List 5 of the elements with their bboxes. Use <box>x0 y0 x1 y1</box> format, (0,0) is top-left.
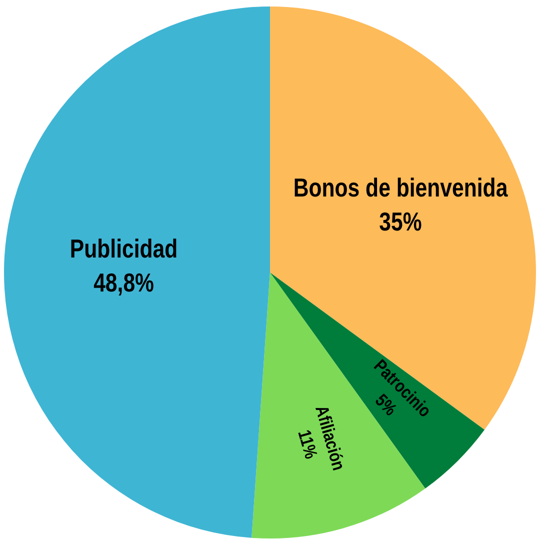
slice-label: Publicidad <box>70 234 178 264</box>
data-label: 35% <box>379 207 422 237</box>
slice-label: Bonos de bienvenida <box>293 174 508 204</box>
data-label: 11% <box>294 428 321 462</box>
data-label: 48,8% <box>94 268 154 298</box>
